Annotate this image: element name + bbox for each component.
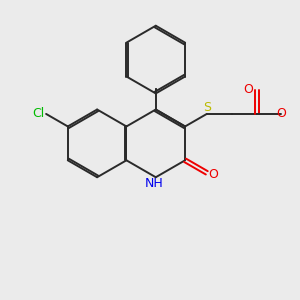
- Text: O: O: [208, 168, 218, 181]
- Text: S: S: [203, 101, 211, 114]
- Text: Cl: Cl: [33, 107, 45, 120]
- Text: NH: NH: [145, 177, 164, 190]
- Text: O: O: [244, 83, 254, 96]
- Text: O: O: [276, 107, 286, 120]
